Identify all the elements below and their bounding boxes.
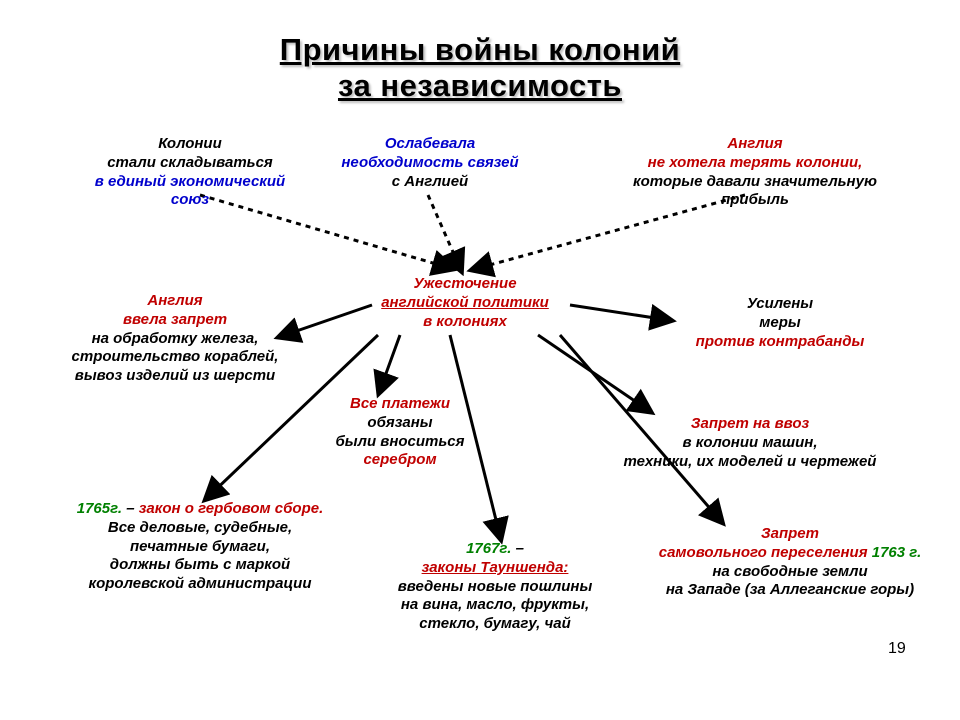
text-segment: закон о гербовом сборе. (139, 500, 323, 517)
text-segment: Запрет на ввоз (691, 415, 809, 432)
text-segment: – (122, 500, 139, 517)
text-segment: 1765г. (77, 500, 122, 517)
node-machinery-ban: Запрет на ввоз в колонии машин, техники, и… (580, 415, 920, 471)
text-segment: против контрабанды (696, 333, 865, 350)
node-stamp-act-1765: 1765г. – закон о гербовом сборе. Все дело… (50, 500, 350, 594)
text-segment: на свободные земли (712, 563, 867, 580)
text-segment: не хотела терять колонии, (648, 154, 863, 171)
text-segment: строительство кораблей, (72, 348, 279, 365)
text-segment: Англия (727, 135, 782, 152)
node-england-bans: Англия ввела запрет на обработку железа,ст… (60, 292, 290, 386)
text-segment: введены новые пошлины (398, 578, 593, 595)
text-segment: Все платежи (350, 395, 450, 412)
text-segment: в колонии машин, (682, 434, 817, 451)
text-segment: – (511, 540, 524, 557)
text-segment: печатные бумаги, (130, 538, 270, 555)
text-segment: Усилены (747, 295, 813, 312)
text-segment: вывоз изделий из шерсти (75, 367, 275, 384)
node-colonies-union: Колонии стали складываться в единый эконом… (80, 135, 300, 210)
text-segment: ввела запрет (123, 311, 227, 328)
text-segment: были вноситься (336, 433, 465, 450)
text-segment: королевской администрации (89, 575, 312, 592)
text-segment: Запрет (761, 525, 819, 542)
node-weakened-ties: Ослабевала необходимость связей с Англией (330, 135, 530, 191)
text-segment: на обработку железа, (92, 330, 259, 347)
text-segment: на вина, масло, фрукты, (401, 596, 589, 613)
node-settlement-ban-1763: Запрет самовольного переселения 1763 г. на… (640, 525, 940, 600)
text-segment: с Англией (392, 173, 468, 190)
text-segment: самовольного переселения (659, 544, 872, 561)
text-segment: Англия (147, 292, 202, 309)
page-number: 19 (888, 640, 906, 658)
text-segment: 1767г. (466, 540, 511, 557)
text-segment: Колонии (158, 135, 222, 152)
text-segment: техники, их моделей и чертежей (624, 453, 877, 470)
text-segment: Ужесточение (413, 275, 516, 292)
text-segment: обязаны (367, 414, 432, 431)
text-segment: которые давали значительную прибыль (633, 173, 877, 209)
text-segment: стали складываться (107, 154, 273, 171)
text-segment: необходимость связей (341, 154, 518, 171)
node-silver-payments: Все платежи обязаны были вноситьсясеребром (305, 395, 495, 470)
title-line2: за независимость (338, 68, 622, 103)
slide-title: Причины войны колоний за независимость (0, 32, 960, 103)
node-england-keep-colonies: Англия не хотела терять колонии, которые д… (600, 135, 910, 210)
text-segment: 1763 г. (872, 544, 922, 561)
text-segment: Ослабевала (385, 135, 475, 152)
node-tightening-policy: Ужесточение английской политики в колониях (350, 275, 580, 331)
text-segment: законы Тауншенда: (422, 559, 569, 576)
node-townshend-1767: 1767г. – законы Тауншенда: введены новые п… (380, 540, 610, 634)
title-line1: Причины войны колоний (280, 32, 680, 67)
text-segment: Все деловые, судебные, (108, 519, 292, 536)
text-segment: стекло, бумагу, чай (419, 615, 571, 632)
text-segment: в единый экономический союз (95, 173, 285, 209)
text-segment: в колониях (423, 313, 507, 330)
text-segment: на Западе (за Аллеганские горы) (666, 581, 914, 598)
text-segment: должны быть с маркой (110, 556, 290, 573)
text-segment: серебром (363, 451, 436, 468)
node-anti-smuggling: Усилены меры против контрабанды (670, 295, 890, 351)
text-segment: английской политики (381, 294, 549, 311)
text-segment: меры (759, 314, 800, 331)
